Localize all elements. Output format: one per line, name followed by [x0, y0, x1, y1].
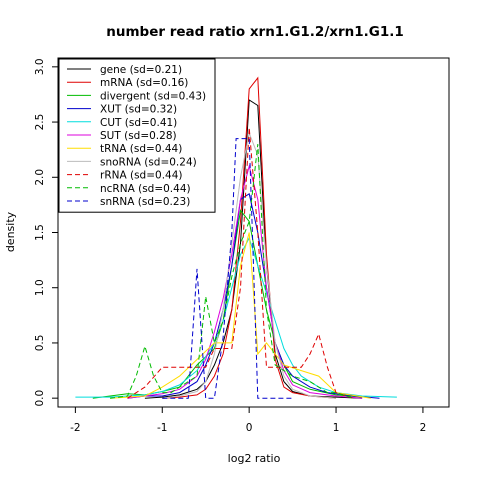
legend-entry: snoRNA (sd=0.24)	[100, 156, 197, 168]
y-tick-label: 2.0	[34, 169, 46, 186]
legend-entry: snRNA (sd=0.23)	[100, 196, 190, 208]
legend-entry: mRNA (sd=0.16)	[100, 77, 188, 89]
y-tick-label: 0.5	[34, 335, 46, 352]
series-layer	[75, 76, 397, 399]
legend-entry: XUT (sd=0.32)	[100, 104, 177, 116]
legend: gene (sd=0.21)mRNA (sd=0.16)divergent (s…	[58, 58, 216, 213]
series-line-6	[110, 232, 371, 399]
series-line-9	[110, 144, 354, 399]
y-axis-label: density	[4, 211, 17, 252]
legend-entry: CUT (sd=0.41)	[100, 117, 177, 129]
series-line-3	[127, 192, 380, 399]
legend-box	[58, 58, 216, 213]
x-axis: -2 -1 0 1 2	[70, 406, 427, 434]
y-tick-label: 3.0	[34, 58, 46, 75]
x-tick-label: -2	[70, 422, 80, 434]
y-tick-label: 1.0	[34, 279, 46, 296]
series-line-0	[144, 99, 363, 399]
x-tick-label: 1	[333, 422, 340, 434]
series-line-5	[127, 164, 363, 399]
y-tick-label: 0.0	[34, 390, 46, 407]
x-tick-label: 0	[246, 422, 253, 434]
legend-entry: tRNA (sd=0.44)	[100, 143, 182, 155]
legend-entry: divergent (sd=0.43)	[100, 90, 206, 102]
legend-entry: gene (sd=0.21)	[100, 64, 182, 76]
x-tick-label: -1	[157, 422, 167, 434]
series-line-10	[162, 138, 293, 399]
x-tick-label: 2	[420, 422, 427, 434]
legend-entry: ncRNA (sd=0.44)	[100, 183, 191, 195]
y-axis: 0.0 0.5 1.0 1.5 2.0 2.5 3.0	[34, 58, 59, 407]
chart-title: number read ratio xrn1.G1.2/xrn1.G1.1	[106, 24, 404, 40]
legend-entry: rRNA (sd=0.44)	[100, 170, 183, 182]
y-tick-label: 1.5	[34, 224, 46, 241]
series-line-8	[127, 127, 354, 399]
y-tick-label: 2.5	[34, 114, 46, 131]
series-line-7	[162, 131, 337, 399]
x-axis-label: log2 ratio	[228, 452, 281, 465]
legend-entry: SUT (sd=0.28)	[100, 130, 177, 142]
